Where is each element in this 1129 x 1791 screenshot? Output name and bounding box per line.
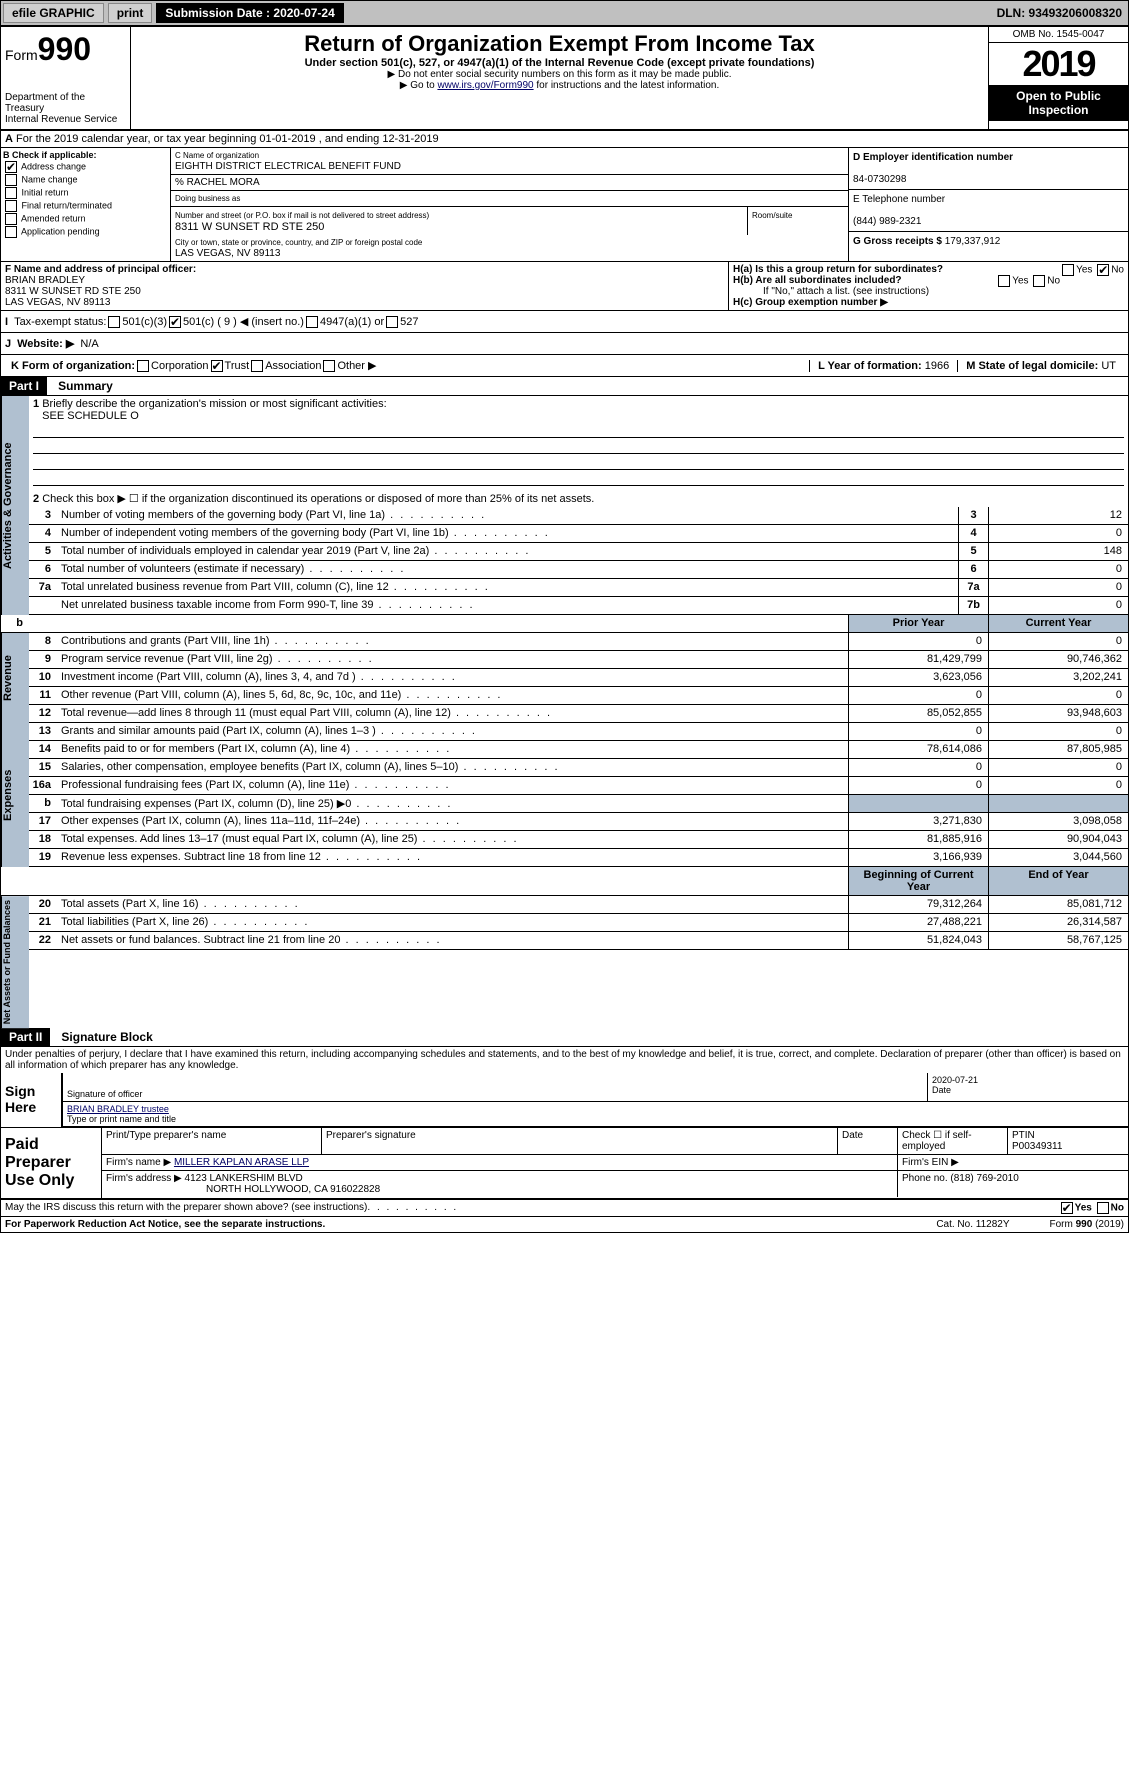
ck-501c[interactable] bbox=[169, 316, 181, 328]
summary-line: 12Total revenue—add lines 8 through 11 (… bbox=[29, 705, 1128, 723]
summary-line: 18Total expenses. Add lines 13–17 (must … bbox=[29, 831, 1128, 849]
row-i-tax-status: ITax-exempt status: 501(c)(3) 501(c) ( 9… bbox=[1, 311, 1128, 333]
ck-other[interactable] bbox=[323, 360, 335, 372]
dln-label: DLN: 93493206008320 bbox=[997, 6, 1122, 20]
line2-checkbox: 2 Check this box ▶ ☐ if the organization… bbox=[29, 490, 1128, 507]
submission-date-label: Submission Date : 2020-07-24 bbox=[156, 3, 343, 23]
summary-line: 7aTotal unrelated business revenue from … bbox=[29, 579, 1128, 597]
ck-527[interactable] bbox=[386, 316, 398, 328]
summary-line: 17Other expenses (Part IX, column (A), l… bbox=[29, 813, 1128, 831]
summary-line: 9Program service revenue (Part VIII, lin… bbox=[29, 651, 1128, 669]
paid-preparer-block: Paid Preparer Use Only Print/Type prepar… bbox=[1, 1128, 1128, 1200]
side-expenses: Expenses bbox=[1, 723, 29, 867]
bottom-row: For Paperwork Reduction Act Notice, see … bbox=[1, 1217, 1128, 1232]
ha-no[interactable] bbox=[1097, 264, 1109, 276]
firm-name-link[interactable]: MILLER KAPLAN ARASE LLP bbox=[174, 1157, 309, 1168]
print-button[interactable]: print bbox=[108, 3, 153, 23]
form-990: Form990 Department of the Treasury Inter… bbox=[0, 26, 1129, 1233]
summary-line: 21Total liabilities (Part X, line 26)27,… bbox=[29, 914, 1128, 932]
officer-name-link[interactable]: BRIAN BRADLEY trustee bbox=[67, 1104, 169, 1114]
ck-trust[interactable] bbox=[211, 360, 223, 372]
summary-line: Net unrelated business taxable income fr… bbox=[29, 597, 1128, 615]
form-title-block: Return of Organization Exempt From Incom… bbox=[131, 27, 988, 129]
check-final-return[interactable] bbox=[5, 200, 17, 212]
ck-501c3[interactable] bbox=[108, 316, 120, 328]
summary-line: 20Total assets (Part X, line 16)79,312,2… bbox=[29, 896, 1128, 914]
na-col-headers: Beginning of Current YearEnd of Year bbox=[1, 867, 1128, 896]
summary-line: 5Total number of individuals employed in… bbox=[29, 543, 1128, 561]
form-title: Return of Organization Exempt From Incom… bbox=[135, 31, 984, 57]
summary-line: 14Benefits paid to or for members (Part … bbox=[29, 741, 1128, 759]
line1-mission: 1 Briefly describe the organization's mi… bbox=[29, 396, 1128, 490]
summary-line: 15Salaries, other compensation, employee… bbox=[29, 759, 1128, 777]
ck-assoc[interactable] bbox=[251, 360, 263, 372]
col-c-org-info: C Name of organizationEIGHTH DISTRICT EL… bbox=[171, 148, 848, 261]
summary-line: 4Number of independent voting members of… bbox=[29, 525, 1128, 543]
instructions-link[interactable]: www.irs.gov/Form990 bbox=[437, 80, 533, 91]
sec-h-group: H(a) Is this a group return for subordin… bbox=[728, 262, 1128, 310]
summary-line: 10Investment income (Part VIII, column (… bbox=[29, 669, 1128, 687]
row-a-period: A For the 2019 calendar year, or tax yea… bbox=[1, 131, 1128, 148]
summary-line: 19Revenue less expenses. Subtract line 1… bbox=[29, 849, 1128, 867]
part2-header: Part II Signature Block bbox=[1, 1028, 1128, 1047]
side-netassets: Net Assets or Fund Balances bbox=[1, 896, 29, 1028]
check-app-pending[interactable] bbox=[5, 226, 17, 238]
hb-no[interactable] bbox=[1033, 275, 1045, 287]
check-initial-return[interactable] bbox=[5, 187, 17, 199]
row-j-website: JWebsite: ▶ N/A bbox=[1, 333, 1128, 355]
col-d-ein-block: D Employer identification number84-07302… bbox=[848, 148, 1128, 261]
form-id-block: Form990 Department of the Treasury Inter… bbox=[1, 27, 131, 129]
sign-here-block: Sign Here Signature of officer 2020-07-2… bbox=[1, 1073, 1128, 1128]
summary-line: 16aProfessional fundraising fees (Part I… bbox=[29, 777, 1128, 795]
col-b-checkboxes: B Check if applicable: Address change Na… bbox=[1, 148, 171, 261]
hb-yes[interactable] bbox=[998, 275, 1010, 287]
perjury-text: Under penalties of perjury, I declare th… bbox=[1, 1047, 1128, 1073]
row-k-form-org: K Form of organization: Corporation Trus… bbox=[1, 355, 1128, 377]
ha-yes[interactable] bbox=[1062, 264, 1074, 276]
check-name-change[interactable] bbox=[5, 174, 17, 186]
col-headers: b Prior YearCurrent Year bbox=[1, 615, 1128, 633]
check-amended[interactable] bbox=[5, 213, 17, 225]
check-address-change[interactable] bbox=[5, 161, 17, 173]
year-block: OMB No. 1545-0047 2019 Open to Public In… bbox=[988, 27, 1128, 129]
sec-f-officer: F Name and address of principal officer:… bbox=[1, 262, 728, 310]
summary-line: 11Other revenue (Part VIII, column (A), … bbox=[29, 687, 1128, 705]
summary-line: 22Net assets or fund balances. Subtract … bbox=[29, 932, 1128, 950]
summary-line: 13Grants and similar amounts paid (Part … bbox=[29, 723, 1128, 741]
summary-line: 3Number of voting members of the governi… bbox=[29, 507, 1128, 525]
top-toolbar: efile GRAPHIC print Submission Date : 20… bbox=[0, 0, 1129, 26]
ck-corp[interactable] bbox=[137, 360, 149, 372]
summary-line: bTotal fundraising expenses (Part IX, co… bbox=[29, 795, 1128, 813]
side-governance: Activities & Governance bbox=[1, 396, 29, 615]
ck-4947[interactable] bbox=[306, 316, 318, 328]
discuss-row: May the IRS discuss this return with the… bbox=[1, 1200, 1128, 1217]
side-revenue: Revenue bbox=[1, 633, 29, 723]
efile-button[interactable]: efile GRAPHIC bbox=[3, 3, 104, 23]
discuss-no[interactable] bbox=[1097, 1202, 1109, 1214]
summary-line: 6Total number of volunteers (estimate if… bbox=[29, 561, 1128, 579]
discuss-yes[interactable] bbox=[1061, 1202, 1073, 1214]
summary-line: 8Contributions and grants (Part VIII, li… bbox=[29, 633, 1128, 651]
part1-header: Part I Summary bbox=[1, 377, 1128, 396]
